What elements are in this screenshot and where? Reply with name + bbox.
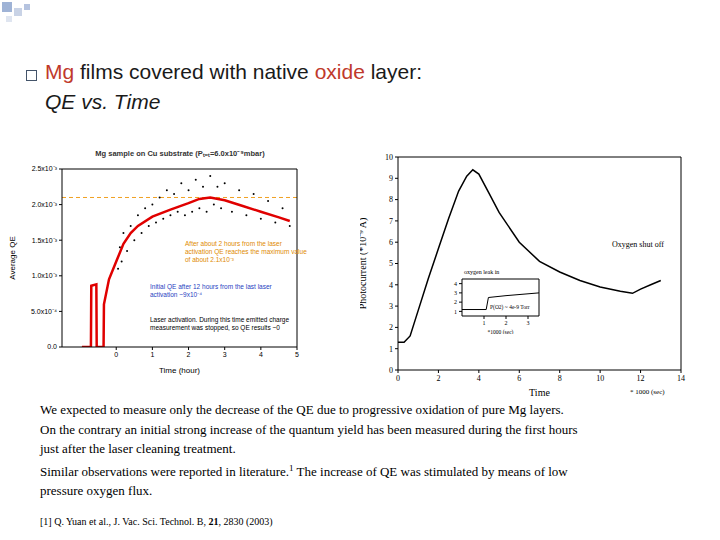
svg-text:14: 14 [677,374,685,383]
html-text:Initial QE after 12 hours from: Initial QE after 12 hours from the last … [150,283,272,298]
svg-text:1: 1 [389,345,393,354]
svg-text:*1000 (sec): *1000 (sec) [488,329,514,334]
svg-text:4: 4 [389,281,393,290]
html-text:Oxygen shut off: Oxygen shut off [612,240,664,249]
html-text:Mg sample on Cu substrate (Pₜₒ: Mg sample on Cu substrate (Pₜₒₜ=6.0x10⁻⁹… [95,149,265,158]
svg-text:10: 10 [385,153,393,162]
svg-text:0: 0 [114,351,118,358]
svg-text:0.0: 0.0 [47,343,57,350]
html-text:QE vs. Time: QE vs. Time [45,90,161,113]
svg-text:9: 9 [389,174,393,183]
svg-text:3: 3 [527,320,530,326]
svg-text:0: 0 [389,366,393,375]
svg-text:4: 4 [477,374,481,383]
svg-text:1: 1 [150,351,154,358]
html-text:oxygen leak in: oxygen leak in [464,269,500,275]
svg-text:12: 12 [637,374,645,383]
svg-text:Time (hour): Time (hour) [159,366,200,375]
svg-text:3: 3 [223,351,227,358]
html-text:[1] Q. Yuan et al., J. Vac. Sc: [1] Q. Yuan et al., J. Vac. Sci. Technol… [40,516,273,527]
html-text:After about 2 hours from the l: After about 2 hours from the laser activ… [185,240,307,263]
svg-text:1.0x10⁻³: 1.0x10⁻³ [32,272,58,279]
svg-text:2.0x10⁻³: 2.0x10⁻³ [32,201,58,208]
svg-text:5: 5 [389,259,393,268]
html-text:Mg films covered with native o: Mg films covered with native oxide layer… [45,60,422,83]
svg-text:1.5x10⁻³: 1.5x10⁻³ [32,237,58,244]
svg-text:2: 2 [505,320,508,326]
svg-text:Time: Time [529,387,550,398]
svg-text:5.0x10⁻⁴: 5.0x10⁻⁴ [31,308,57,315]
svg-text:Photocurrent (*10⁻⁹ A): Photocurrent (*10⁻⁹ A) [360,218,369,309]
svg-text:Average QE: Average QE [8,236,17,279]
svg-text:4: 4 [259,351,263,358]
svg-text:2.5x10⁻³: 2.5x10⁻³ [32,165,58,172]
html-text:P(O2) ~ 4e-9 Torr: P(O2) ~ 4e-9 Torr [490,304,530,310]
svg-text:2: 2 [187,351,191,358]
svg-text:10: 10 [596,374,604,383]
svg-text:0: 0 [396,374,400,383]
html-text:* 1000 (sec): * 1000 (sec) [630,388,665,396]
svg-text:3: 3 [389,302,393,311]
svg-text:2: 2 [389,323,393,332]
svg-text:4: 4 [454,281,457,287]
svg-text:6: 6 [517,374,521,383]
svg-text:1: 1 [483,320,486,326]
svg-text:1: 1 [454,309,457,315]
html-text:Similar observations were repo: Similar observations were reported in li… [40,462,568,499]
svg-text:2: 2 [454,299,457,305]
svg-text:7: 7 [389,217,393,226]
svg-text:5: 5 [295,351,299,358]
svg-text:8: 8 [558,374,562,383]
html-text:We expected to measure only th: We expected to measure only the decrease… [40,402,578,456]
svg-text:8: 8 [389,195,393,204]
svg-text:6: 6 [389,238,393,247]
svg-text:2: 2 [436,374,440,383]
svg-text:3: 3 [454,290,457,296]
html-text:Laser activation. During this: Laser activation. During this time emitt… [150,316,290,331]
